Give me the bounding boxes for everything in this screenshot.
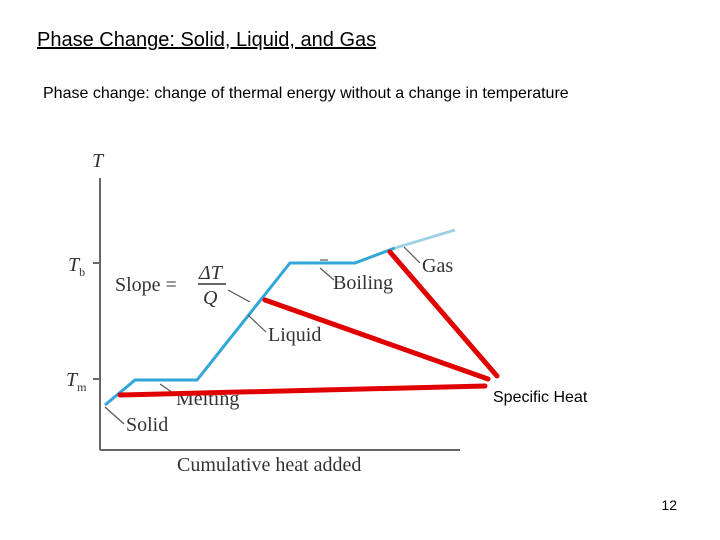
leader — [247, 314, 267, 333]
leader — [403, 246, 421, 264]
pointer-line — [262, 297, 491, 382]
pointer-line — [117, 383, 488, 398]
pointer-line — [387, 249, 500, 379]
y-axis-label: T — [92, 150, 105, 172]
page-number: 12 — [661, 497, 677, 513]
subtitle: Phase change: change of thermal energy w… — [43, 85, 569, 102]
slope-numerator: ΔT — [198, 262, 224, 284]
gas-label: Gas — [422, 255, 453, 277]
solid-label: Solid — [126, 414, 168, 436]
annotation-lines — [117, 249, 500, 398]
x-axis-label: Cumulative heat added — [177, 454, 361, 476]
leader — [319, 267, 335, 281]
boiling-label: Boiling — [333, 272, 393, 294]
title: Phase Change: Solid, Liquid, and Gas — [37, 29, 376, 51]
slope-denominator: Q — [203, 287, 218, 309]
melting-temp: Tm — [66, 369, 87, 394]
leader — [104, 406, 125, 425]
annotation: Specific Heat — [493, 389, 588, 406]
heating-curve — [104, 246, 396, 407]
liquid-label: Liquid — [268, 324, 321, 346]
leader — [227, 289, 251, 303]
boiling-temp: Tb — [68, 254, 85, 279]
slope-label: Slope = — [115, 274, 177, 296]
gas-curve — [394, 228, 456, 250]
